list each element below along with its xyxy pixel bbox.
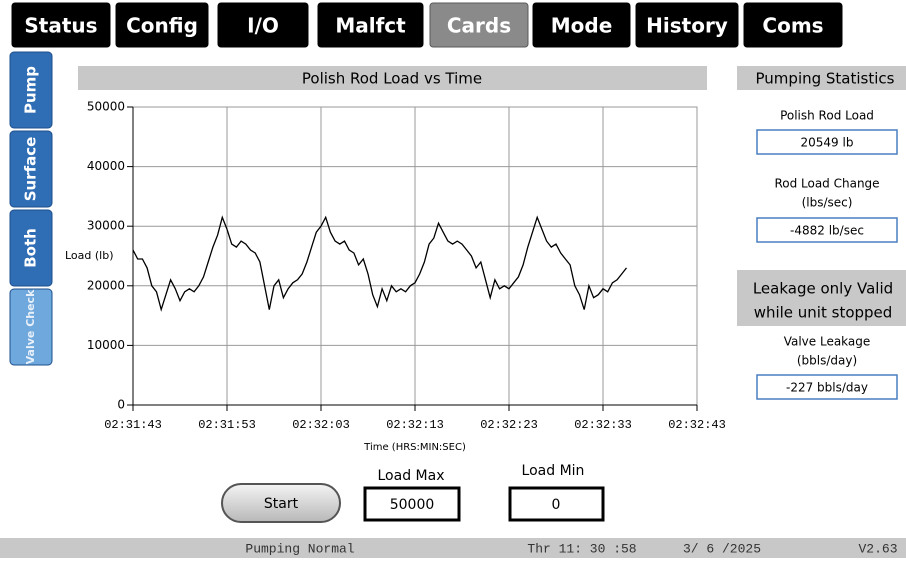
status-state: Pumping Normal (245, 541, 354, 556)
y-tick-label: 50000 (87, 100, 125, 114)
stat-label: Polish Rod Load (780, 109, 874, 123)
tab-label[interactable]: Mode (551, 14, 613, 38)
tab-label[interactable]: Coms (762, 14, 823, 38)
leakage-note-box (737, 270, 906, 326)
side-tab-label[interactable]: Both (22, 228, 40, 268)
y-tick-label: 10000 (87, 338, 125, 352)
x-tick-label: 02:31:43 (104, 418, 162, 432)
status-time: Thr 11: 30 :58 (527, 541, 636, 556)
x-tick-label: 02:32:23 (480, 418, 538, 432)
y-tick-label: 20000 (87, 278, 125, 292)
tab-label[interactable]: I/O (247, 14, 279, 38)
chart-title: Polish Rod Load vs Time (302, 70, 482, 88)
stat-unit: (lbs/sec) (802, 196, 853, 210)
tab[interactable] (115, 2, 209, 48)
status-date: 3/ 6 /2025 (683, 541, 761, 556)
side-tab-label[interactable]: Surface (22, 137, 40, 202)
status-bar (0, 538, 906, 558)
tab-label[interactable]: Malfct (335, 14, 406, 38)
status-version: V2.63 (858, 541, 897, 556)
y-tick-label: 40000 (87, 159, 125, 173)
start-button[interactable] (221, 483, 341, 523)
y-tick-label: 30000 (87, 219, 125, 233)
y-axis-label: Load (lb) (65, 249, 114, 262)
stat-value: -227 bbls/day (786, 381, 868, 395)
x-tick-label: 02:31:53 (198, 418, 256, 432)
load-min-value[interactable]: 0 (552, 497, 561, 513)
side-tab-label[interactable]: Valve Check (24, 289, 37, 364)
stat-box (756, 217, 898, 243)
side-tab-label[interactable]: Pump (22, 66, 40, 114)
stats-header (737, 66, 906, 90)
tab-label[interactable]: Config (126, 14, 198, 38)
stat-value: 20549 lb (801, 136, 854, 150)
x-tick-label: 02:32:43 (668, 418, 726, 432)
tab[interactable] (635, 2, 739, 48)
tab-label[interactable]: History (646, 14, 728, 38)
load-min-label: Load Min (522, 463, 585, 479)
y-tick-label: 0 (117, 398, 125, 412)
side-tab[interactable] (9, 130, 53, 208)
stat-value: -4882 lb/sec (790, 224, 864, 238)
tab[interactable] (217, 2, 309, 48)
load-min-input[interactable] (508, 486, 605, 522)
side-tab[interactable] (9, 288, 53, 366)
load-line (132, 215, 628, 312)
stats-title: Pumping Statistics (756, 70, 895, 88)
load-max-value[interactable]: 50000 (390, 497, 435, 513)
tab[interactable] (743, 2, 843, 48)
tab-label[interactable]: Status (24, 14, 97, 38)
stat-label: Valve Leakage (784, 335, 871, 349)
stat-box (756, 129, 898, 155)
side-tab[interactable] (9, 209, 53, 287)
chart-title-bar (78, 66, 707, 90)
x-axis-label: Time (HRS:MIN:SEC) (363, 442, 466, 453)
side-tab[interactable] (9, 51, 53, 129)
stat-unit: (bbls/day) (797, 354, 857, 368)
start-button-label[interactable]: Start (264, 496, 299, 512)
stat-box (756, 374, 898, 400)
x-tick-label: 02:32:03 (292, 418, 350, 432)
load-max-input[interactable] (363, 486, 461, 522)
leakage-note: Leakage only Valid (753, 280, 893, 298)
tab[interactable] (532, 2, 631, 48)
x-tick-label: 02:32:33 (574, 418, 632, 432)
stat-label: Rod Load Change (774, 177, 879, 191)
x-tick-label: 02:32:13 (386, 418, 444, 432)
tab-label[interactable]: Cards (447, 14, 511, 38)
tab[interactable] (11, 2, 111, 48)
leakage-note: while unit stopped (754, 304, 893, 322)
tab[interactable] (317, 2, 424, 48)
load-max-label: Load Max (378, 468, 445, 484)
tab[interactable] (429, 2, 529, 48)
